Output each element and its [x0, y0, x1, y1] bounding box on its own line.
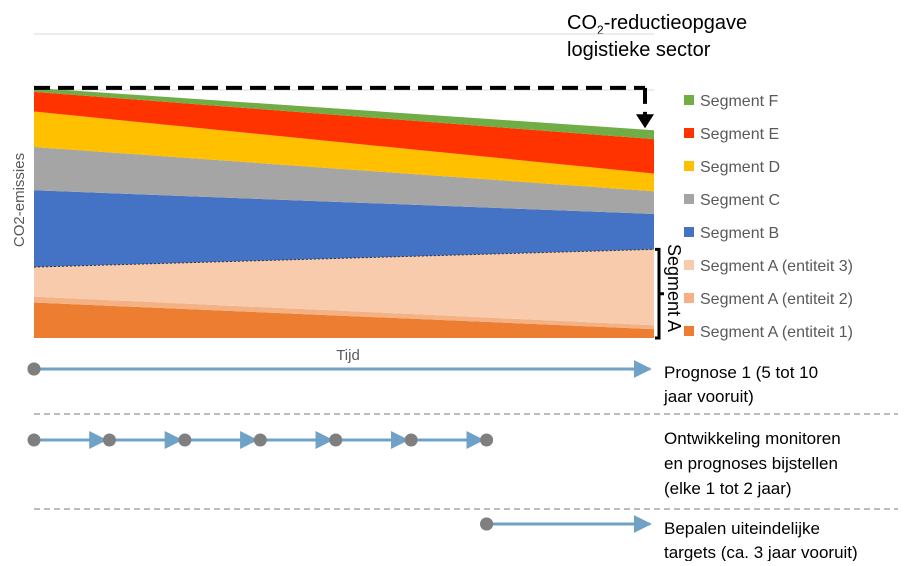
legend-item: Segment B	[684, 225, 779, 242]
brace-path	[655, 247, 664, 340]
timeline-dot	[27, 362, 41, 376]
area-segment-d	[34, 111, 654, 192]
legend-item: Segment E	[684, 126, 779, 143]
timeline-row: Bepalen uiteindelijke targets (ca. 3 jaar…	[480, 515, 858, 562]
legend-label: Segment F	[700, 93, 778, 110]
segment-a-brace	[655, 247, 664, 340]
area-segment-a-entiteit-3-	[34, 249, 654, 326]
timelines: Prognose 1 (5 tot 10 jaar vooruit) Ontwikk…	[27, 360, 898, 562]
timeline-row: Prognose 1 (5 tot 10 jaar vooruit)	[27, 360, 818, 406]
legend-swatch	[684, 260, 694, 270]
timeline-dot	[329, 433, 343, 447]
y-axis-label: CO2-emissies	[11, 153, 28, 247]
legend-label: Segment A (entiteit 3)	[700, 258, 853, 275]
legend-item: Segment C	[684, 192, 780, 209]
area-segment-b	[34, 190, 654, 268]
legend-swatch	[684, 95, 694, 105]
area-segment-f	[34, 87, 654, 140]
timeline-dot	[27, 433, 41, 447]
area-segment-e	[34, 91, 654, 174]
timeline-label: Prognose 1 (5 tot 10 jaar vooruit)	[663, 363, 818, 406]
legend: Segment F Segment E Segment D Segment C Segm…	[684, 93, 853, 341]
legend-swatch	[684, 326, 694, 336]
legend-label: Segment C	[700, 192, 780, 209]
legend-label: Segment A (entiteit 1)	[700, 324, 853, 341]
legend-swatch	[684, 194, 694, 204]
legend-label: Segment E	[700, 126, 779, 143]
legend-item: Segment A (entiteit 2)	[684, 291, 853, 308]
legend-item: Segment A (entiteit 3)	[684, 258, 853, 275]
timeline-row: Ontwikkeling monitoren en prognoses bijst…	[27, 429, 841, 498]
timeline-dot	[253, 433, 267, 447]
legend-swatch	[684, 161, 694, 171]
legend-label: Segment B	[700, 225, 779, 242]
timeline-dot	[404, 433, 418, 447]
brace-label: Segment A	[664, 244, 684, 332]
timeline-dot	[102, 433, 116, 447]
timeline-label: Ontwikkeling monitoren en prognoses bijst…	[664, 429, 841, 498]
legend-item: Segment D	[684, 159, 780, 176]
legend-label: Segment A (entiteit 2)	[700, 291, 853, 308]
x-axis-label: Tijd	[336, 347, 360, 364]
area-segment-a-entiteit-1-	[34, 302, 654, 338]
legend-item: Segment A (entiteit 1)	[684, 324, 853, 341]
segment-a-divider	[33, 248, 655, 268]
stacked-area-plot	[33, 87, 655, 338]
reduction-arrowhead	[636, 114, 654, 129]
timeline-dot	[480, 433, 494, 447]
timeline-dot	[480, 517, 494, 531]
reduction-frame	[34, 85, 654, 129]
timeline-label: Bepalen uiteindelijke targets (ca. 3 jaar…	[664, 519, 858, 561]
area-segment-a-entiteit-2-	[34, 296, 654, 330]
legend-swatch	[684, 227, 694, 237]
area-segment-c	[34, 146, 654, 214]
chart-title-line2: logistieke sector	[567, 39, 711, 61]
chart-title: CO2-reductieopgave	[567, 12, 747, 37]
timeline-dot	[178, 433, 192, 447]
legend-swatch	[684, 128, 694, 138]
gridlines	[34, 33, 654, 91]
legend-label: Segment D	[700, 159, 780, 176]
legend-swatch	[684, 293, 694, 303]
legend-item: Segment F	[684, 93, 778, 110]
